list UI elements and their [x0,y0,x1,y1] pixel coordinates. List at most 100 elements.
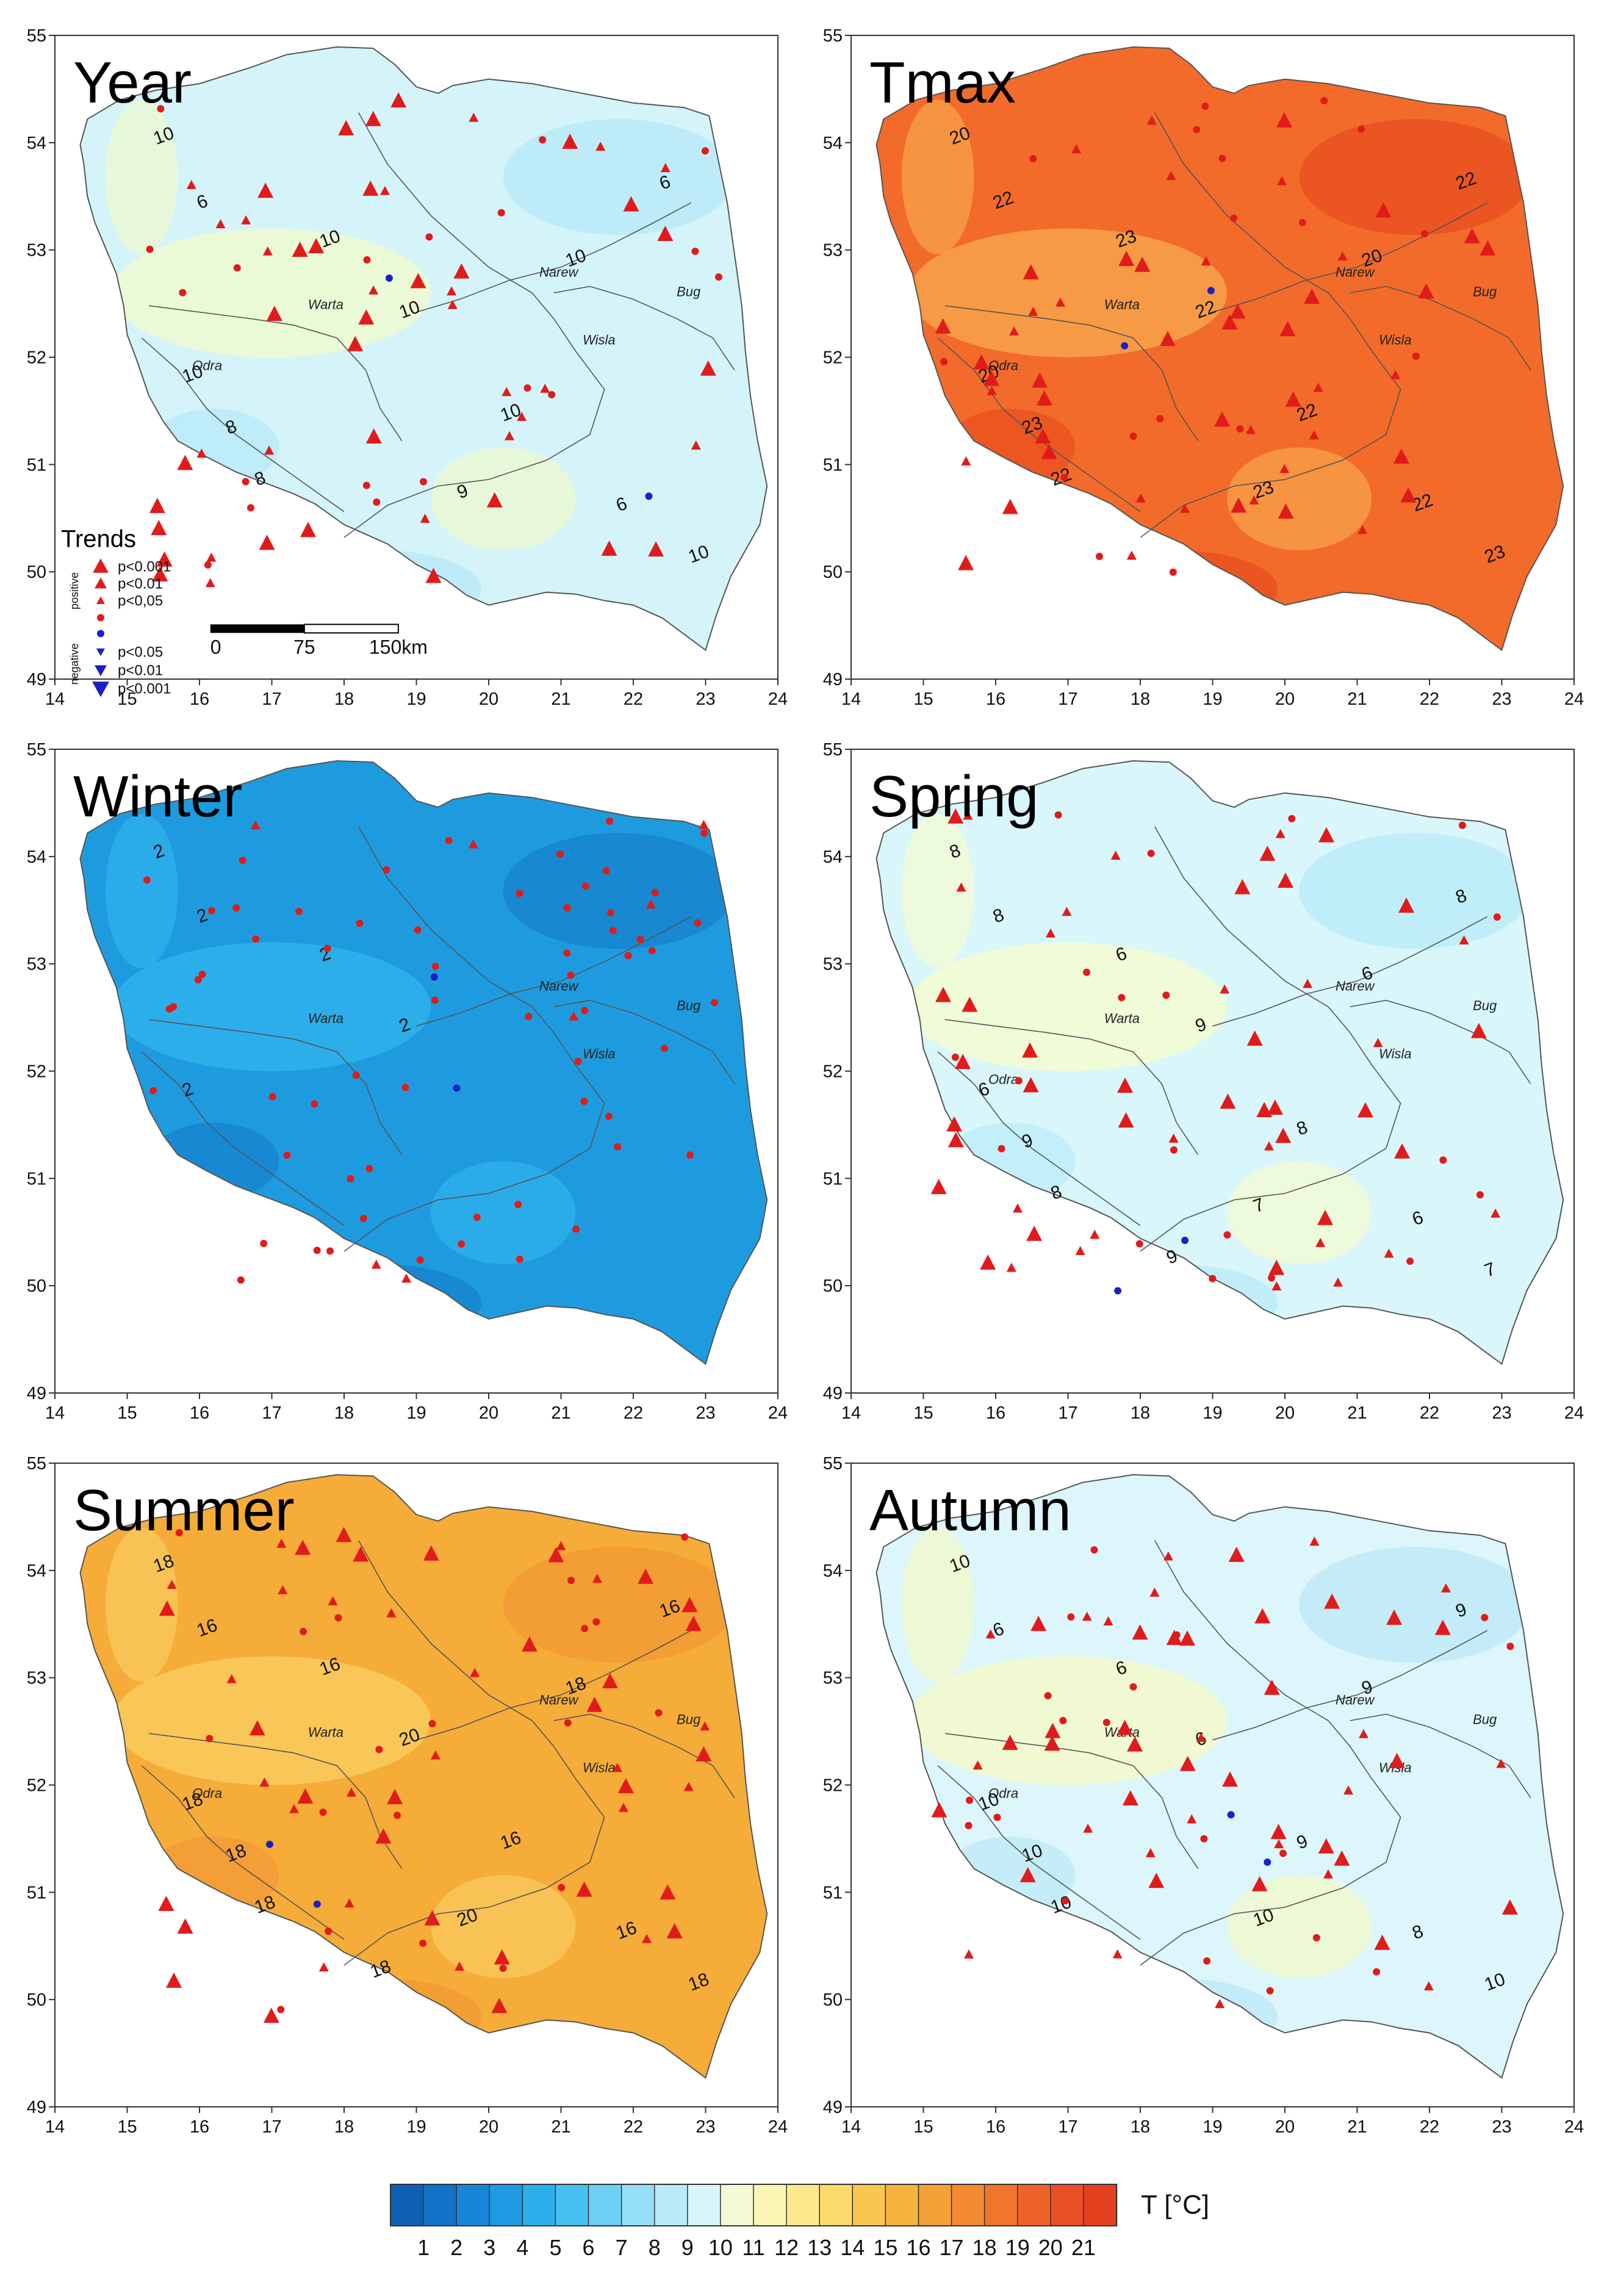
trend-marker-positive [1127,1736,1143,1752]
trend-marker-positive [344,1898,354,1908]
trend-legend: Trendsp<0.001p<0.01p<0,05positivep<0.05p… [61,526,171,697]
trend-marker-dot [614,1143,622,1151]
map-panel-autumn: WartaOdraNarewBugWisla106661010101099810… [823,1454,1584,2137]
trend-marker-positive [1103,1616,1113,1626]
river-narew [416,202,692,313]
legend-positive-heading: positive [68,572,81,610]
trend-marker-positive [292,242,308,257]
river-narew [1212,1630,1488,1741]
trend-marker-positive [1075,1245,1085,1255]
trend-marker-dot [572,1225,580,1233]
y-tick-label: 54 [27,848,46,867]
field-zone [1227,447,1372,550]
trend-marker-positive [430,1750,440,1760]
trend-marker-dot [207,907,215,915]
trend-marker-dot [564,1719,572,1727]
trend-marker-dot [431,996,439,1004]
trend-marker-dot [581,882,589,890]
x-tick-label: 15 [913,1403,933,1423]
scale-bar-black [210,624,304,633]
trend-marker-positive [947,808,964,824]
trend-marker-positive [1134,256,1151,272]
field-zone [112,942,431,1071]
trend-marker-positive [947,1132,964,1148]
trend-marker-positive [540,383,550,393]
trend-marker-positive [1166,171,1176,181]
trend-marker-dot [1135,1240,1143,1248]
trend-marker-dot [499,1964,507,1972]
trend-marker-positive [166,1972,182,1988]
colorbar-swatch [753,2184,788,2226]
scale-bar: 0 75 150km [210,624,428,658]
trend-marker-positive [276,1538,287,1548]
colorbar-swatch [653,2184,689,2226]
trend-marker-positive [683,1782,694,1791]
river-label: Narew [1336,1693,1376,1708]
trend-marker-positive [205,578,215,588]
trend-marker-positive [1496,1758,1506,1768]
trend-marker-positive [1271,1281,1282,1290]
trend-marker-positive [700,1721,710,1731]
trend-marker-positive [1470,1023,1487,1038]
trend-marker-positive [1285,391,1301,407]
x-tick-label: 20 [1275,2117,1295,2137]
trend-marker-dot [556,850,564,858]
trend-marker-dot [965,1822,973,1830]
trend-marker-positive [1118,1112,1134,1128]
trend-marker-dot [295,907,303,915]
trend-marker-positive [215,219,226,229]
trend-marker-positive [935,987,951,1002]
x-tick-label: 20 [479,689,498,709]
trend-marker-positive [1313,383,1323,392]
y-tick-label: 51 [823,455,843,475]
trend-marker-positive [1166,1629,1182,1645]
legend-dot [97,614,104,622]
trend-marker-dot [198,970,206,978]
trend-marker-positive [1276,112,1293,128]
trend-marker-positive [263,2007,279,2023]
trend-marker-dot [567,971,575,979]
trend-marker-dot [1279,1849,1287,1857]
field-zone [1227,1161,1372,1264]
colorbar-frame [390,2184,1117,2226]
trend-marker-dot [365,1165,373,1173]
trend-marker-positive [1315,1237,1326,1247]
trend-marker-dot [701,147,709,155]
temperature-field [876,47,1564,650]
trend-marker-dot [458,1240,466,1248]
river-label: Wisla [583,332,616,347]
trend-marker-dot [247,504,255,512]
trend-marker-dot [319,1808,327,1816]
river-bug [553,1713,735,1799]
trend-marker-dot [1230,214,1238,222]
colorbar-tick-label: 1 [417,2235,430,2260]
river-label: Warta [1104,297,1140,312]
trend-marker-dot [1357,125,1365,133]
trend-marker-positive [1303,979,1313,988]
x-tick-label: 22 [1420,689,1439,709]
trend-marker-positive [1135,493,1146,503]
x-tick-label: 23 [1492,1403,1511,1423]
trend-marker-positive [1318,1838,1334,1854]
trend-marker-positive [365,110,381,126]
trend-marker-positive [1028,306,1038,316]
trend-marker-positive [347,336,364,351]
trend-marker-dot [1439,1156,1447,1164]
colorbar-swatch [720,2184,755,2226]
colorbar-swatch [852,2184,886,2226]
x-tick-label: 19 [406,689,426,709]
trend-marker-positive [1324,1593,1340,1609]
trend-marker-positive [1254,1608,1271,1624]
trend-marker-positive [369,285,379,295]
x-tick-label: 17 [262,689,281,709]
x-tick-label: 24 [1564,1403,1584,1423]
river-bug [1350,1713,1531,1799]
trend-marker-positive [586,1696,603,1712]
trend-marker-dot [1298,218,1306,226]
legend-negative-marker [92,682,109,697]
x-tick-label: 15 [913,2117,933,2137]
trend-marker-positive [264,445,275,455]
trend-marker-positive [328,1596,338,1606]
trend-marker-dot [326,1247,334,1255]
legend-negative-marker [96,648,105,657]
